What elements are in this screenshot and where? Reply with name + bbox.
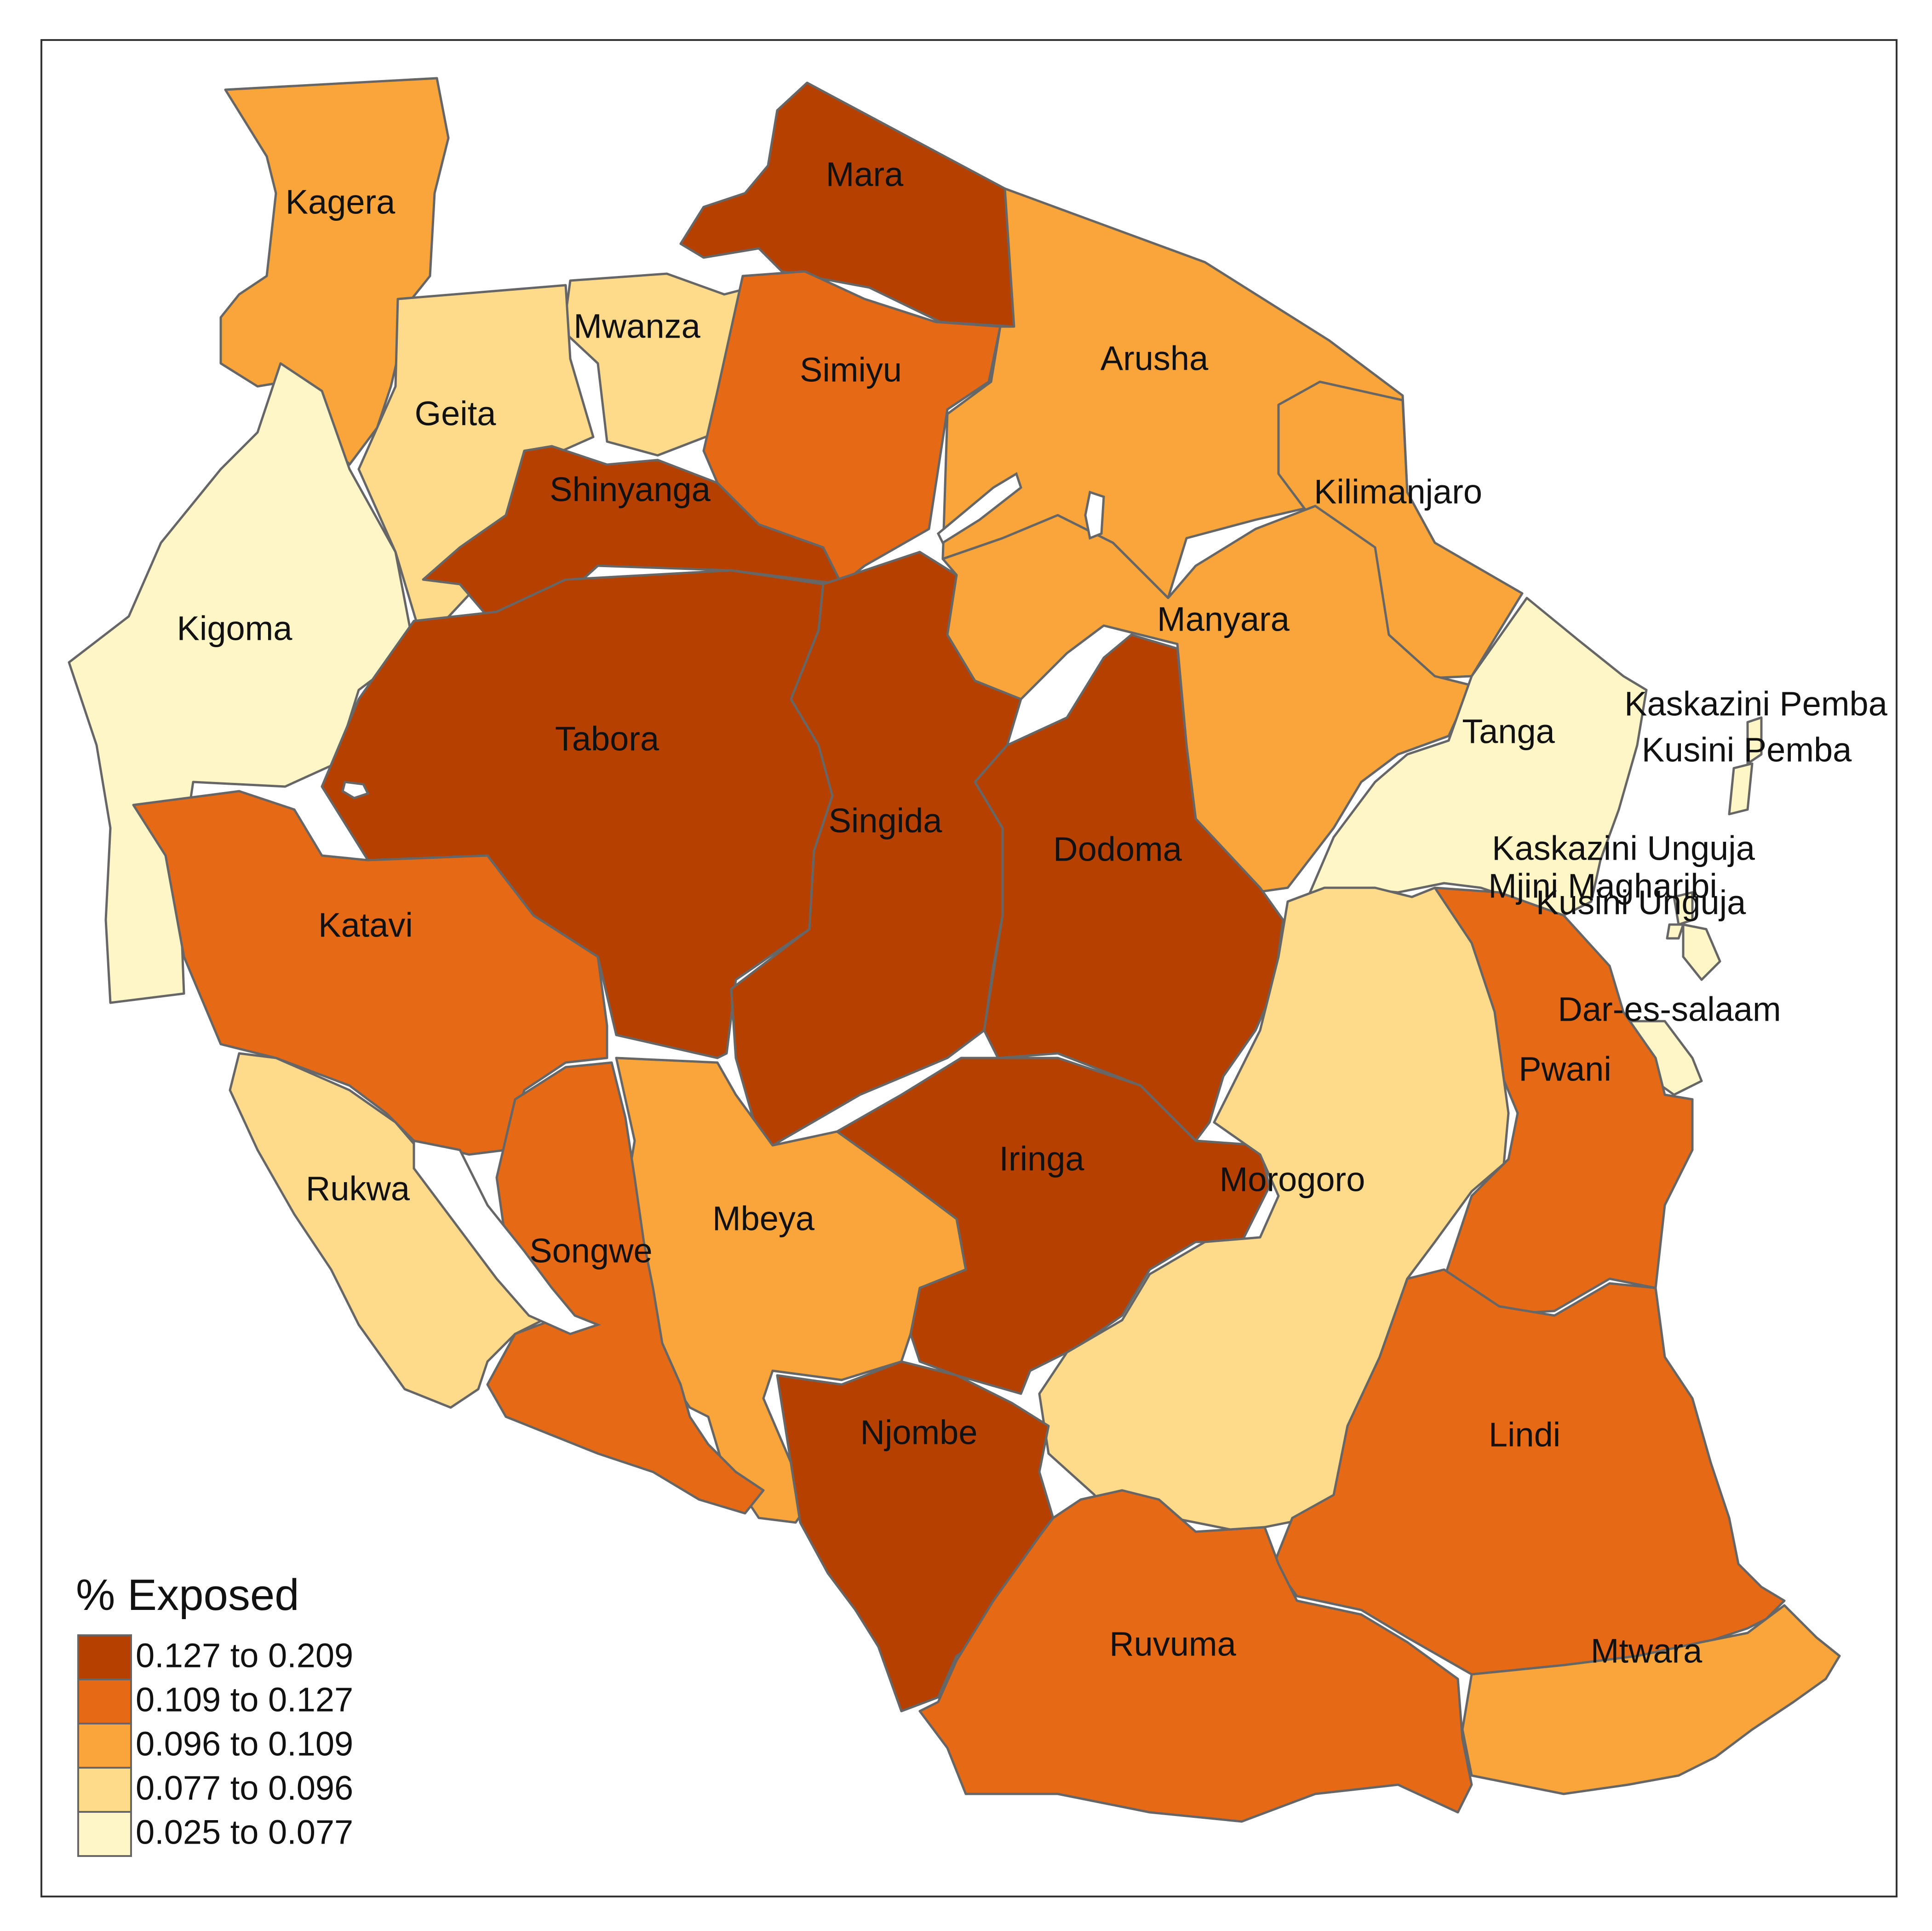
region-kigoma bbox=[68, 362, 415, 1004]
label-rukwa: Rukwa bbox=[306, 1170, 410, 1208]
legend-label-4: 0.025 to 0.077 bbox=[136, 1813, 353, 1851]
region-dodoma bbox=[974, 633, 1284, 1142]
label-arusha: Arusha bbox=[1101, 339, 1209, 378]
lakes-layer bbox=[341, 472, 1105, 1335]
legend-title: % Exposed bbox=[76, 1570, 299, 1620]
lake-nyasa-edge bbox=[341, 781, 370, 799]
label-ruvuma: Ruvuma bbox=[1109, 1625, 1236, 1663]
legend-label-1: 0.109 to 0.127 bbox=[136, 1681, 353, 1719]
legend-label-2: 0.096 to 0.109 bbox=[136, 1725, 353, 1763]
label-mjini-magharibi: Mjini Magharibi bbox=[1488, 867, 1717, 905]
legend-label-0: 0.127 to 0.209 bbox=[136, 1637, 353, 1675]
legend-swatch-4 bbox=[77, 1811, 132, 1857]
label-geita: Geita bbox=[415, 395, 497, 433]
lake-manyara bbox=[1084, 490, 1105, 540]
region-kusini-unguja bbox=[1682, 923, 1721, 981]
label-dodoma: Dodoma bbox=[1053, 830, 1182, 868]
region-mtwara bbox=[1461, 1604, 1841, 1795]
region-mjini-magharibi bbox=[1666, 923, 1685, 940]
label-njombe: Njombe bbox=[860, 1414, 978, 1452]
region-simiyu bbox=[702, 270, 1002, 586]
labels-layer: Kagera Mara Mwanza Geita Simiyu Arusha Kiliman… bbox=[177, 155, 1888, 1670]
legend-swatch-2 bbox=[77, 1723, 132, 1769]
label-pwani: Pwani bbox=[1519, 1050, 1611, 1088]
label-morogoro: Morogoro bbox=[1220, 1161, 1365, 1199]
region-kaskazini-unguja bbox=[1673, 891, 1694, 926]
label-simiyu: Simiyu bbox=[800, 351, 902, 389]
label-dar-es-salaam: Dar-es-salaam bbox=[1558, 990, 1781, 1029]
legend-swatch-1 bbox=[77, 1678, 132, 1724]
region-rukwa bbox=[229, 1052, 553, 1409]
region-manyara bbox=[941, 505, 1473, 894]
label-mwanza: Mwanza bbox=[573, 307, 700, 345]
region-kaskazini-pemba bbox=[1746, 716, 1763, 765]
lake-tanganyika bbox=[413, 1139, 602, 1335]
label-kaskazini-pemba: Kaskazini Pemba bbox=[1624, 685, 1888, 723]
region-pwani bbox=[1433, 886, 1694, 1317]
label-shinyanga: Shinyanga bbox=[550, 471, 711, 509]
label-kusini-pemba: Kusini Pemba bbox=[1642, 731, 1852, 769]
region-kilimanjaro bbox=[1277, 380, 1524, 682]
label-manyara: Manyara bbox=[1157, 600, 1290, 638]
label-mtwara: Mtwara bbox=[1591, 1632, 1703, 1670]
legend-label-3: 0.077 to 0.096 bbox=[136, 1769, 353, 1807]
legend: % Exposed 0.127 to 0.209 0.109 to 0.127 0.0… bbox=[76, 1570, 353, 1857]
label-tanga: Tanga bbox=[1462, 713, 1555, 751]
label-kusini-unguja: Kusini Unguja bbox=[1536, 884, 1746, 922]
regions-layer bbox=[68, 77, 1841, 1823]
legend-swatch-0 bbox=[77, 1634, 132, 1680]
label-mara: Mara bbox=[826, 155, 904, 194]
region-katavi bbox=[132, 790, 608, 1156]
label-iringa: Iringa bbox=[999, 1140, 1084, 1178]
label-kaskazini-unguja: Kaskazini Unguja bbox=[1492, 829, 1755, 868]
label-lindi: Lindi bbox=[1489, 1416, 1560, 1454]
label-kagera: Kagera bbox=[286, 183, 396, 221]
label-singida: Singida bbox=[829, 802, 943, 840]
region-ruvuma bbox=[918, 1489, 1473, 1823]
label-tabora: Tabora bbox=[555, 720, 659, 758]
label-kigoma: Kigoma bbox=[177, 609, 293, 648]
label-kilimanjaro: Kilimanjaro bbox=[1314, 473, 1482, 511]
label-songwe: Songwe bbox=[529, 1232, 652, 1270]
legend-swatch-3 bbox=[77, 1767, 132, 1813]
region-kusini-pemba bbox=[1728, 762, 1754, 816]
lake-eyasi bbox=[936, 472, 1022, 545]
label-mbeya: Mbeya bbox=[712, 1200, 815, 1238]
label-katavi: Katavi bbox=[318, 906, 413, 944]
